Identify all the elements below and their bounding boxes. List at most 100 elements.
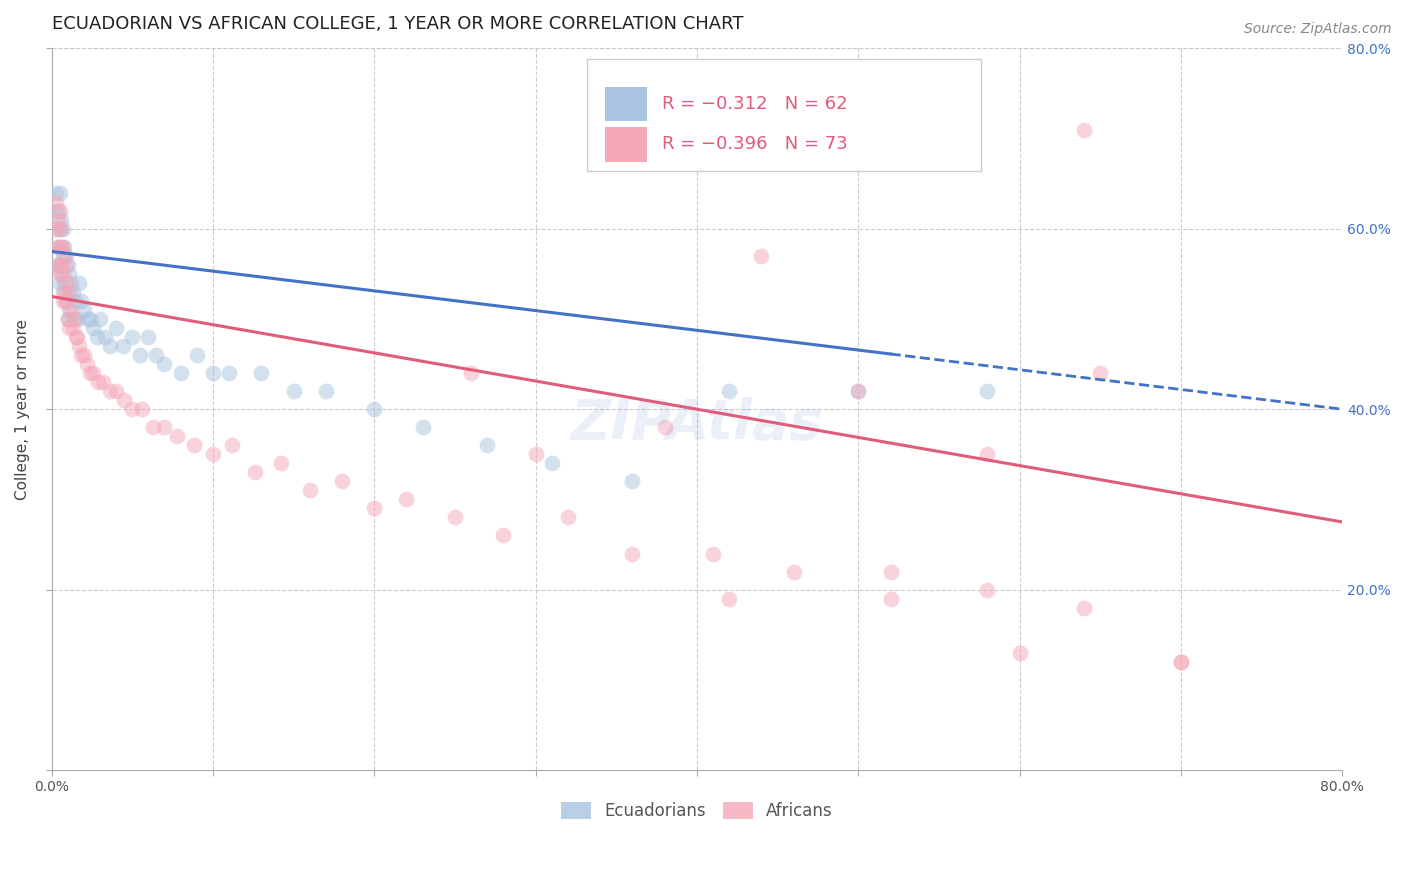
Point [65, 293, 87, 308]
Point [976, 384, 998, 399]
Point [492, 528, 515, 542]
Point [270, 456, 292, 470]
Point [56, 312, 79, 326]
Point [48, 222, 70, 236]
Point [540, 456, 562, 470]
Point [250, 366, 273, 380]
Point [718, 591, 741, 606]
FancyBboxPatch shape [605, 87, 647, 121]
Point [879, 591, 901, 606]
Point [330, 475, 353, 489]
Point [136, 330, 159, 344]
Point [58, 321, 80, 335]
Point [79, 366, 101, 380]
Point [1008, 646, 1031, 660]
Point [846, 384, 869, 399]
Point [69, 293, 91, 308]
Point [59, 303, 82, 318]
Point [131, 402, 153, 417]
Point [46, 240, 69, 254]
Point [751, 249, 773, 263]
Point [153, 357, 176, 371]
Point [395, 492, 418, 507]
Point [94, 330, 117, 344]
Point [52, 249, 75, 263]
Point [63, 312, 86, 326]
FancyBboxPatch shape [588, 59, 981, 171]
Point [46, 258, 69, 272]
Point [56, 276, 79, 290]
Point [52, 222, 75, 236]
Legend: Ecuadorians, Africans: Ecuadorians, Africans [554, 795, 839, 827]
Point [58, 267, 80, 281]
Point [73, 348, 96, 362]
Point [62, 285, 84, 299]
Text: R = −0.312   N = 62: R = −0.312 N = 62 [662, 95, 848, 113]
Point [53, 240, 76, 254]
FancyBboxPatch shape [605, 127, 647, 161]
Point [557, 510, 579, 524]
Text: ZIPAtlas: ZIPAtlas [571, 397, 823, 450]
Point [243, 466, 266, 480]
Point [169, 366, 191, 380]
Point [51, 212, 73, 227]
Point [1090, 366, 1112, 380]
Point [201, 447, 224, 461]
Point [475, 438, 498, 452]
Point [58, 285, 80, 299]
Point [315, 384, 337, 399]
Point [444, 510, 467, 524]
Point [129, 348, 152, 362]
Point [879, 565, 901, 579]
Point [145, 348, 167, 362]
Point [621, 475, 644, 489]
Point [52, 285, 75, 299]
Point [46, 203, 69, 218]
Point [56, 285, 79, 299]
Point [52, 293, 75, 308]
Point [105, 384, 128, 399]
Point [48, 203, 70, 218]
Point [524, 447, 547, 461]
Point [363, 402, 385, 417]
Point [91, 375, 114, 389]
Point [48, 258, 70, 272]
Point [1073, 122, 1095, 136]
Point [52, 267, 75, 281]
Point [87, 375, 110, 389]
Point [98, 384, 121, 399]
Point [783, 565, 806, 579]
Point [46, 212, 69, 227]
Point [1170, 655, 1192, 669]
Point [82, 366, 104, 380]
Point [718, 384, 741, 399]
Point [89, 312, 111, 326]
Point [51, 222, 73, 236]
Point [111, 339, 134, 353]
Point [56, 258, 79, 272]
Point [112, 393, 135, 408]
Point [218, 366, 240, 380]
Point [69, 348, 91, 362]
Point [45, 222, 67, 236]
Point [105, 321, 128, 335]
Point [46, 258, 69, 272]
Point [283, 384, 305, 399]
Point [45, 194, 67, 209]
Point [48, 240, 70, 254]
Point [298, 483, 321, 498]
Point [55, 258, 77, 272]
Point [98, 339, 121, 353]
Point [976, 447, 998, 461]
Point [48, 276, 70, 290]
Point [55, 293, 77, 308]
Point [65, 330, 87, 344]
Point [45, 186, 67, 200]
Point [846, 384, 869, 399]
Point [59, 276, 82, 290]
Point [67, 276, 90, 290]
Point [186, 348, 208, 362]
Point [52, 240, 75, 254]
Point [46, 222, 69, 236]
Point [76, 312, 98, 326]
